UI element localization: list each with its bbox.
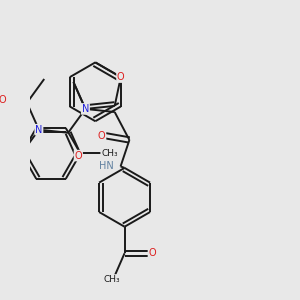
Text: N: N bbox=[82, 104, 89, 114]
Text: O: O bbox=[148, 248, 156, 258]
Text: N: N bbox=[35, 125, 43, 135]
Text: O: O bbox=[117, 72, 124, 82]
Text: CH₃: CH₃ bbox=[103, 275, 120, 284]
Text: O: O bbox=[98, 130, 106, 141]
Text: HN: HN bbox=[99, 161, 114, 171]
Text: O: O bbox=[74, 151, 82, 160]
Text: O: O bbox=[0, 95, 6, 105]
Text: CH₃: CH₃ bbox=[101, 149, 118, 158]
